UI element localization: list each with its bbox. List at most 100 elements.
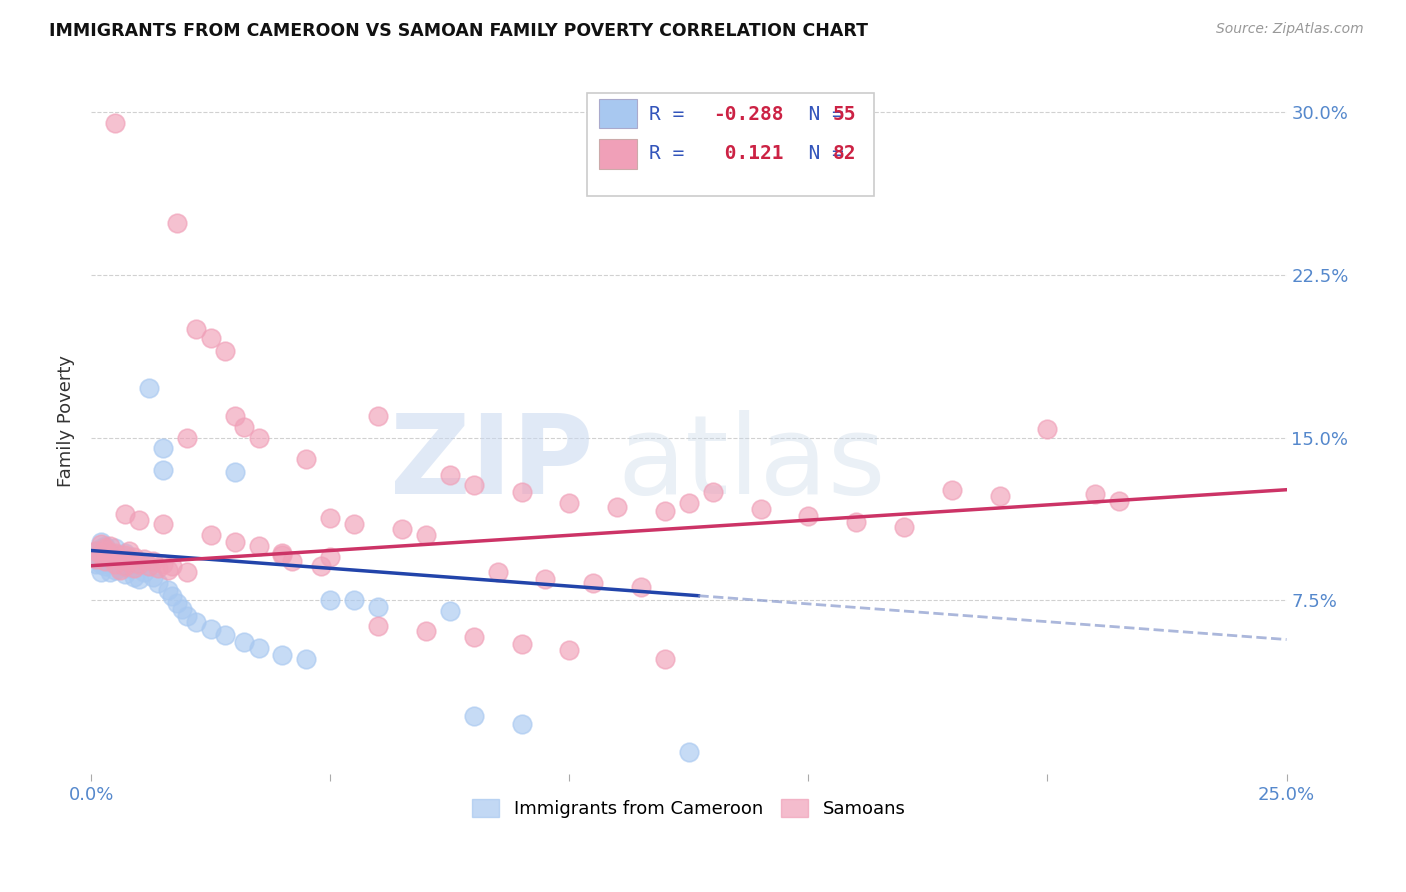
Point bbox=[186, 322, 208, 336]
Point bbox=[170, 602, 193, 616]
Point bbox=[114, 557, 136, 571]
Point bbox=[138, 558, 160, 573]
Point bbox=[486, 565, 509, 579]
Point bbox=[224, 409, 246, 423]
Point bbox=[233, 634, 256, 648]
FancyBboxPatch shape bbox=[588, 94, 875, 195]
Point bbox=[367, 599, 389, 614]
Point bbox=[122, 569, 145, 583]
Point bbox=[654, 504, 676, 518]
Point bbox=[224, 534, 246, 549]
Point bbox=[90, 549, 112, 564]
Point bbox=[128, 513, 150, 527]
Point bbox=[247, 431, 270, 445]
Point bbox=[214, 343, 236, 358]
Point bbox=[319, 549, 342, 564]
Point bbox=[1084, 487, 1107, 501]
Point bbox=[118, 561, 141, 575]
Point bbox=[94, 543, 117, 558]
Point bbox=[988, 489, 1011, 503]
Point bbox=[941, 483, 963, 497]
Text: -0.288: -0.288 bbox=[713, 105, 783, 124]
Point bbox=[114, 567, 136, 582]
Point bbox=[118, 554, 141, 568]
Point bbox=[176, 565, 198, 579]
Point bbox=[678, 496, 700, 510]
Point bbox=[138, 381, 160, 395]
Point bbox=[319, 511, 342, 525]
Point bbox=[104, 557, 127, 571]
Point bbox=[343, 517, 366, 532]
Point bbox=[224, 466, 246, 480]
Text: atlas: atlas bbox=[617, 410, 886, 517]
Point bbox=[233, 419, 256, 434]
Point bbox=[84, 543, 107, 558]
Point bbox=[90, 565, 112, 579]
FancyBboxPatch shape bbox=[599, 99, 637, 128]
Point bbox=[1036, 422, 1059, 436]
FancyBboxPatch shape bbox=[599, 139, 637, 169]
Point bbox=[138, 558, 160, 573]
Point bbox=[142, 569, 165, 583]
Point bbox=[463, 478, 485, 492]
Point bbox=[510, 637, 533, 651]
Point bbox=[702, 484, 724, 499]
Point bbox=[104, 116, 127, 130]
Point bbox=[104, 541, 127, 556]
Text: N =: N = bbox=[785, 144, 855, 162]
Point bbox=[90, 537, 112, 551]
Point bbox=[176, 608, 198, 623]
Point bbox=[367, 619, 389, 633]
Point bbox=[367, 409, 389, 423]
Point bbox=[271, 648, 294, 662]
Point bbox=[510, 484, 533, 499]
Point bbox=[90, 548, 112, 562]
Point bbox=[152, 557, 174, 571]
Point bbox=[797, 508, 820, 523]
Point bbox=[132, 565, 155, 579]
Point bbox=[271, 548, 294, 562]
Point bbox=[295, 652, 318, 666]
Point bbox=[108, 552, 131, 566]
Point bbox=[295, 452, 318, 467]
Point bbox=[439, 604, 461, 618]
Point bbox=[415, 624, 437, 638]
Point bbox=[214, 628, 236, 642]
Point bbox=[319, 593, 342, 607]
Text: 55: 55 bbox=[832, 105, 856, 124]
Point bbox=[463, 708, 485, 723]
Text: 82: 82 bbox=[832, 144, 856, 162]
Point bbox=[94, 539, 117, 553]
Point bbox=[309, 558, 332, 573]
Point bbox=[122, 554, 145, 568]
Point bbox=[156, 582, 179, 597]
Point bbox=[98, 549, 121, 564]
Point bbox=[122, 549, 145, 564]
Point bbox=[98, 546, 121, 560]
Point bbox=[893, 519, 915, 533]
Text: Source: ZipAtlas.com: Source: ZipAtlas.com bbox=[1216, 22, 1364, 37]
Point bbox=[558, 496, 581, 510]
Point bbox=[534, 572, 557, 586]
Point bbox=[104, 546, 127, 560]
Point bbox=[94, 558, 117, 573]
Text: N =: N = bbox=[785, 105, 855, 124]
Point bbox=[166, 216, 188, 230]
Point bbox=[200, 528, 222, 542]
Y-axis label: Family Poverty: Family Poverty bbox=[58, 355, 75, 487]
Point bbox=[152, 442, 174, 456]
Text: 0.121: 0.121 bbox=[713, 144, 783, 162]
Point bbox=[108, 563, 131, 577]
Point bbox=[108, 561, 131, 575]
Text: ZIP: ZIP bbox=[389, 410, 593, 517]
Point bbox=[104, 548, 127, 562]
Point bbox=[98, 554, 121, 568]
Point bbox=[271, 546, 294, 560]
Point bbox=[84, 549, 107, 564]
Point bbox=[114, 558, 136, 573]
Legend: Immigrants from Cameroon, Samoans: Immigrants from Cameroon, Samoans bbox=[465, 791, 912, 825]
Point bbox=[98, 565, 121, 579]
Point bbox=[176, 431, 198, 445]
Point bbox=[166, 596, 188, 610]
Point bbox=[630, 581, 652, 595]
